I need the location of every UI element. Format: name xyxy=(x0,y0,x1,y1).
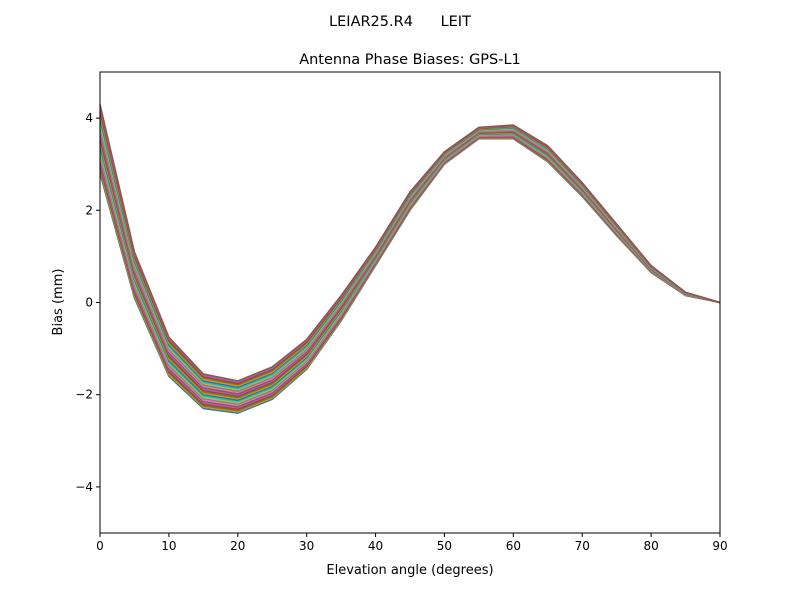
series-line-interp xyxy=(99,131,721,399)
chart-title: Antenna Phase Biases: GPS-L1 xyxy=(299,52,521,68)
x-tick-label: 30 xyxy=(299,539,314,553)
x-tick-label: 70 xyxy=(575,539,590,553)
y-axis: −4 −2 0 2 4 xyxy=(75,111,100,494)
chart-suptitle: LEIAR25.R4 LEIT xyxy=(329,14,471,30)
x-tick-label: 80 xyxy=(643,539,658,553)
series-line-interp xyxy=(99,115,721,387)
series-line-az-3 xyxy=(99,132,721,401)
y-tick-label: 2 xyxy=(85,203,93,217)
x-tick-label: 60 xyxy=(506,539,521,553)
x-tick-label: 90 xyxy=(712,539,727,553)
series-line-interp xyxy=(99,130,721,398)
x-axis-label: Elevation angle (degrees) xyxy=(326,563,493,578)
series-line-az-4 xyxy=(99,129,721,395)
series-line-interp xyxy=(99,112,721,386)
series-line-interp xyxy=(99,123,721,391)
series-line-az-5 xyxy=(99,117,721,389)
series-line-interp xyxy=(99,130,721,396)
y-tick-label: 0 xyxy=(85,296,93,310)
plot-frame xyxy=(99,71,721,534)
y-tick-label: −4 xyxy=(75,480,93,494)
x-tick-label: 40 xyxy=(368,539,383,553)
series-line-interp xyxy=(99,126,721,392)
series-line-interp xyxy=(99,133,721,403)
series-lines xyxy=(99,104,721,414)
x-tick-label: 20 xyxy=(230,539,245,553)
y-tick-label: −2 xyxy=(75,388,93,402)
series-line-interp xyxy=(99,132,721,400)
y-tick-label: 4 xyxy=(85,111,93,125)
series-line-interp xyxy=(99,120,721,390)
series-line-interp xyxy=(99,129,721,394)
x-tick-label: 10 xyxy=(161,539,176,553)
x-tick-label: 0 xyxy=(96,539,104,553)
x-tick-label: 50 xyxy=(437,539,452,553)
x-axis: 0 10 20 30 40 50 60 70 80 90 xyxy=(96,533,728,553)
y-axis-label: Bias (mm) xyxy=(51,269,66,336)
series-line-az-6 xyxy=(99,104,721,382)
